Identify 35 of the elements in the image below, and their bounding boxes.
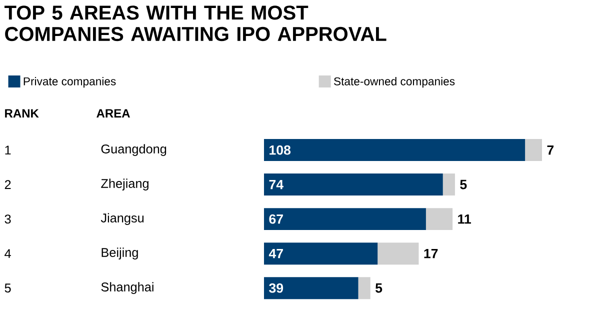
data-label: 74	[269, 180, 284, 190]
data-label: 5	[460, 180, 467, 190]
text: 3	[4, 214, 11, 224]
y-tick-label: Beijing	[102, 248, 138, 260]
bar	[426, 208, 453, 230]
bar	[378, 242, 419, 265]
text: AREA	[96, 109, 130, 118]
text: 4	[4, 249, 11, 258]
data-label: 47	[268, 248, 283, 258]
bar	[264, 174, 443, 196]
bar	[264, 139, 526, 162]
data-label: 7	[547, 145, 554, 155]
bar	[264, 277, 358, 300]
bar	[264, 208, 426, 230]
text: 5	[4, 284, 11, 292]
text: 1	[5, 146, 11, 154]
data-label: 17	[424, 248, 438, 258]
text: RANK	[5, 109, 39, 118]
y-tick-label: Jiangsu	[100, 213, 144, 225]
bar	[442, 174, 455, 196]
data-label: 11	[458, 214, 471, 224]
y-tick-label: Zhejiang	[101, 178, 148, 190]
legend-label: Private companies	[24, 77, 116, 88]
bar	[358, 277, 370, 300]
y-tick-label: Guangdong	[101, 144, 166, 156]
chart-title: TOP 5 AREAS WITH THE MOST COMPANIES AWAITING IPO APPROVAL	[4, 6, 386, 42]
data-label: 108	[270, 145, 291, 155]
data-label: 67	[269, 214, 283, 224]
y-tick-label: Shanghai	[101, 282, 154, 294]
text: 2	[4, 180, 11, 189]
data-label: 5	[375, 283, 382, 293]
legend-label: State-owned companies	[334, 77, 455, 88]
bar	[525, 139, 542, 162]
data-label: 39	[269, 283, 284, 293]
bar	[264, 242, 378, 265]
